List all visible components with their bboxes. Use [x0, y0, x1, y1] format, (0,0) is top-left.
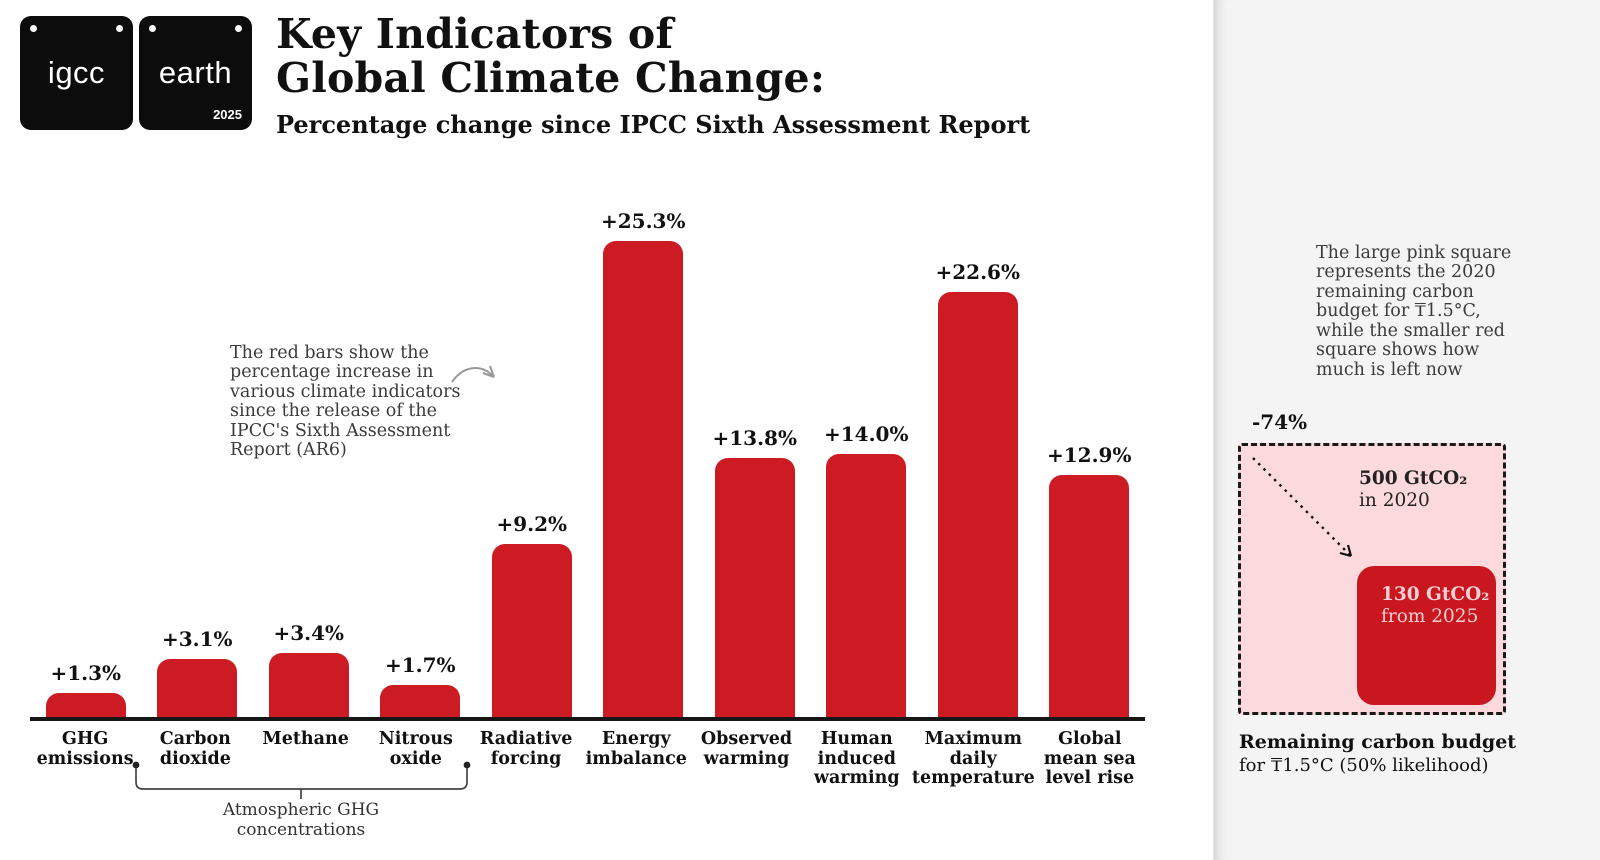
category-label: Energy imbalance — [585, 729, 687, 769]
logo-year-label: 2025 — [213, 107, 242, 122]
outer-square-year: in 2020 — [1359, 489, 1430, 511]
bar-value-label: +13.8% — [712, 425, 797, 450]
logo-dot-icon — [149, 25, 156, 32]
earth-logo-label: earth — [158, 55, 233, 90]
category-label: Nitrous oxide — [378, 729, 453, 769]
bar-column: +25.3% — [588, 209, 700, 717]
bar-value-label: +22.6% — [935, 260, 1020, 285]
inner-square-label: 130 GtCO₂ from 2025 — [1381, 584, 1489, 628]
bar — [937, 292, 1018, 717]
dotted-diagonal-arrow-icon — [1252, 457, 1353, 558]
panel-caption: Remaining carbon budget for ₸1.5°C (50% … — [1239, 731, 1516, 777]
category-label: Maximum daily temperature — [911, 729, 1035, 789]
igcc-logo-label: igcc — [47, 55, 106, 90]
inner-square-value: 130 GtCO₂ — [1381, 584, 1490, 605]
panel-note: The large pink square represents the 202… — [1316, 243, 1512, 380]
title-block: Key Indicators of Global Climate Change:… — [276, 12, 1030, 139]
bar-column: +12.9% — [1034, 442, 1146, 717]
category-label: Radiative forcing — [479, 729, 573, 769]
bar-column: +3.1% — [142, 627, 254, 717]
outer-square-value: 500 GtCO₂ — [1359, 468, 1468, 489]
bar — [603, 241, 684, 717]
category-label: GHG emissions — [36, 729, 134, 769]
bar — [268, 653, 349, 717]
budget-delta-label: -74% — [1252, 410, 1308, 434]
logo-dot-icon — [116, 25, 123, 32]
panel-caption-line1: Remaining carbon budget — [1239, 731, 1517, 753]
bar-value-label: +1.7% — [384, 653, 456, 677]
bar-value-label: +3.1% — [161, 626, 233, 651]
earth-logo: earth 2025 — [139, 16, 252, 130]
bar-value-label: +1.3% — [50, 660, 122, 685]
bar-column: +14.0% — [811, 422, 923, 717]
bar-column: +3.4% — [253, 621, 365, 717]
bar — [1049, 474, 1130, 717]
page-title-line1: Key Indicators of — [276, 10, 674, 58]
bar-column: +1.3% — [30, 661, 142, 717]
igcc-logo: igcc — [20, 16, 133, 130]
bar-column: +1.7% — [365, 653, 477, 717]
bar — [45, 692, 126, 717]
category-label: Carbon dioxide — [159, 729, 231, 769]
bar-chart: +1.3% +3.1% +3.4% +1.7% +9.2% +25.3% +13.8% +14… — [30, 170, 1145, 721]
bar-column: +9.2% — [476, 512, 588, 717]
panel-caption-line2: for ₸1.5°C (50% likelihood) — [1239, 754, 1489, 776]
logo-dot-icon — [235, 25, 242, 32]
bar-value-label: +9.2% — [496, 512, 568, 536]
outer-square-label: 500 GtCO₂ in 2020 — [1359, 468, 1467, 512]
carbon-budget-outer-square: 500 GtCO₂ in 2020 130 GtCO₂ from 2025 — [1238, 443, 1506, 715]
bar-value-label: +12.9% — [1047, 442, 1132, 467]
category-label: Human induced warming — [813, 729, 900, 789]
bar-value-label: +14.0% — [824, 421, 909, 446]
bar-column: +13.8% — [699, 426, 811, 717]
category-label: Global mean sea level rise — [1043, 729, 1136, 789]
curved-arrow-icon — [451, 365, 495, 383]
bar-value-label: +25.3% — [601, 209, 686, 234]
page-subtitle: Percentage change since IPCC Sixth Asses… — [276, 109, 1031, 139]
chart-annotation-note: The red bars show the percentage increas… — [230, 343, 461, 461]
carbon-budget-panel: The large pink square represents the 202… — [1213, 0, 1600, 860]
bar-value-label: +3.4% — [273, 621, 345, 646]
category-labels-row: GHG emissions Carbon dioxide Methane Nitrou… — [30, 729, 1145, 789]
carbon-budget-inner-square: 130 GtCO₂ from 2025 — [1357, 566, 1496, 705]
page-title-line2: Global Climate Change: — [276, 54, 826, 103]
bar — [826, 453, 907, 717]
bar — [714, 457, 795, 717]
group-annotation-label: Atmospheric GHG concentrations — [222, 800, 380, 841]
bar — [491, 544, 572, 717]
category-label: Observed warming — [700, 729, 793, 769]
range-bracket-icon — [132, 761, 471, 799]
bar — [380, 685, 461, 717]
category-label: Methane — [262, 729, 349, 749]
inner-square-year: from 2025 — [1381, 605, 1479, 627]
logo-dot-icon — [30, 25, 37, 32]
bar-column: +22.6% — [922, 260, 1034, 717]
bar — [157, 658, 238, 717]
